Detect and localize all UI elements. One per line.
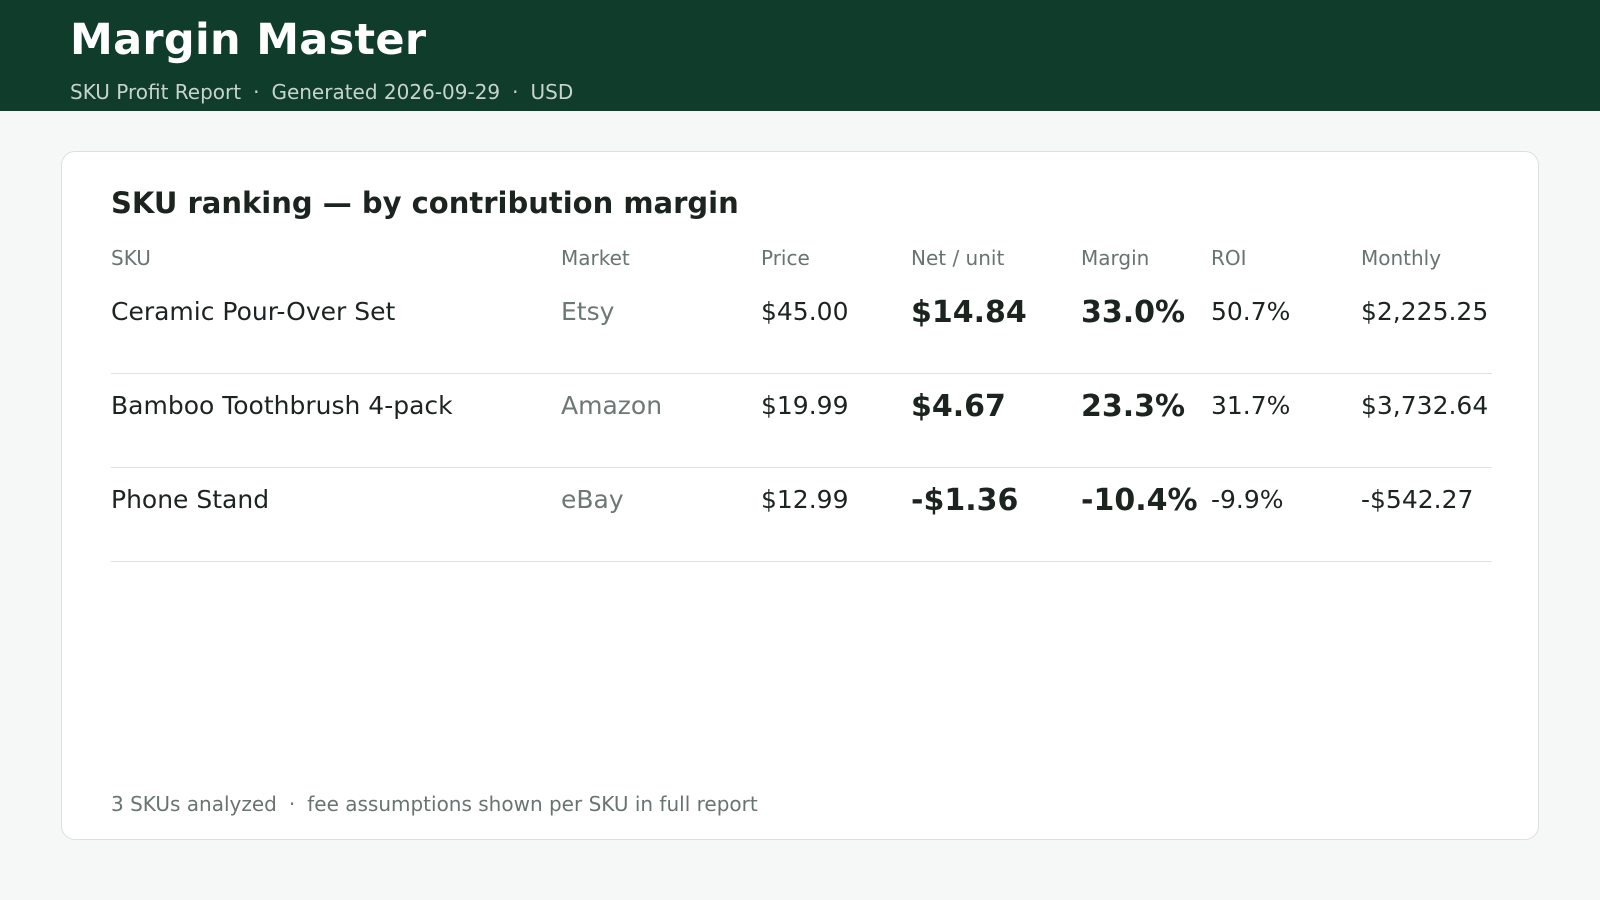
separator: · [288, 792, 296, 816]
column-header-monthly[interactable]: Monthly [1361, 246, 1442, 270]
net-unit-value: $4.67 [911, 389, 1006, 424]
column-header-roi[interactable]: ROI [1211, 246, 1247, 270]
roi-value: 50.7% [1211, 297, 1291, 326]
price-value: $45.00 [761, 297, 849, 326]
net-unit-value: $14.84 [911, 295, 1027, 330]
market-name: Amazon [561, 391, 663, 420]
table-row[interactable]: Ceramic Pour-Over Set Etsy $45.00 $14.84… [111, 280, 1492, 374]
report-name: SKU Profit Report [70, 80, 242, 104]
column-header-margin[interactable]: Margin [1081, 246, 1150, 270]
separator: · [512, 80, 519, 104]
margin-value: -10.4% [1081, 483, 1198, 518]
sku-table: SKU Market Price Net / unit Margin ROI M… [111, 240, 1492, 562]
margin-value: 33.0% [1081, 295, 1186, 330]
column-header-price[interactable]: Price [761, 246, 810, 270]
footer-note: 3 SKUs analyzed · fee assumptions shown pe… [111, 792, 758, 816]
fee-assumptions-note: fee assumptions shown per SKU in full re… [307, 792, 758, 816]
sku-name: Ceramic Pour-Over Set [111, 297, 396, 326]
report-subtitle: SKU Profit Report · Generated 2026-09-29 · U… [70, 80, 1600, 104]
card-title: SKU ranking — by contribution margin [111, 186, 739, 220]
margin-value: 23.3% [1081, 389, 1186, 424]
column-header-market[interactable]: Market [561, 246, 630, 270]
app-header: Margin Master SKU Profit Report · Generate… [0, 0, 1600, 111]
app-title: Margin Master [70, 15, 427, 65]
currency-label: USD [530, 80, 574, 104]
monthly-value: $3,732.64 [1361, 391, 1489, 420]
table-row[interactable]: Bamboo Toothbrush 4-pack Amazon $19.99 $… [111, 374, 1492, 468]
net-unit-value: -$1.36 [911, 483, 1019, 518]
price-value: $12.99 [761, 485, 849, 514]
roi-value: 31.7% [1211, 391, 1291, 420]
market-name: Etsy [561, 297, 615, 326]
separator: · [253, 80, 260, 104]
sku-name: Bamboo Toothbrush 4-pack [111, 391, 453, 420]
table-header-row: SKU Market Price Net / unit Margin ROI M… [111, 240, 1492, 280]
table-row[interactable]: Phone Stand eBay $12.99 -$1.36 -10.4% -9… [111, 468, 1492, 562]
roi-value: -9.9% [1211, 485, 1284, 514]
sku-count: 3 SKUs analyzed [111, 792, 277, 816]
monthly-value: -$542.27 [1361, 485, 1474, 514]
sku-ranking-card: SKU ranking — by contribution margin SKU… [61, 151, 1539, 840]
column-header-net-unit[interactable]: Net / unit [911, 246, 1005, 270]
sku-name: Phone Stand [111, 485, 270, 514]
column-header-sku[interactable]: SKU [111, 246, 151, 270]
market-name: eBay [561, 485, 624, 514]
monthly-value: $2,225.25 [1361, 297, 1489, 326]
generated-date: Generated 2026-09-29 [271, 80, 501, 104]
price-value: $19.99 [761, 391, 849, 420]
